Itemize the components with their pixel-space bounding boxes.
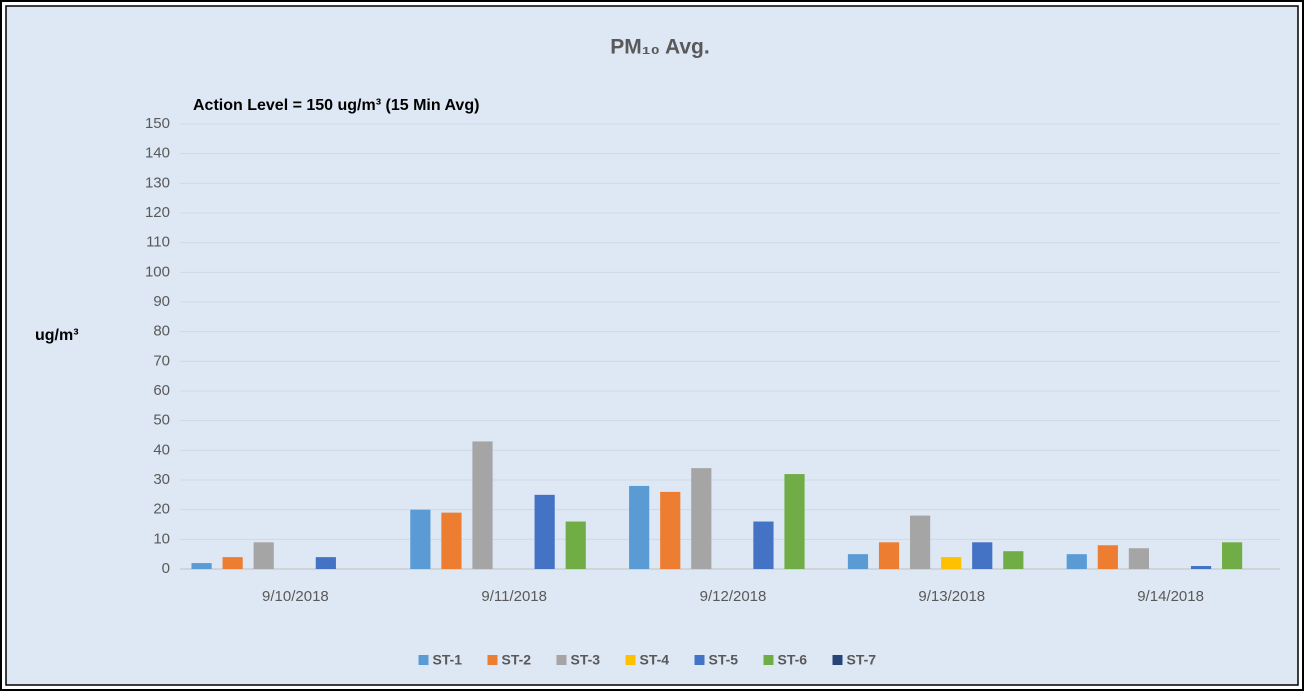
bar xyxy=(1097,545,1118,569)
bar xyxy=(910,515,931,569)
y-tick-label: 70 xyxy=(153,352,170,369)
y-tick-label: 110 xyxy=(146,234,170,251)
y-tick-label: 130 xyxy=(145,174,170,191)
y-tick-label: 40 xyxy=(153,441,170,458)
bar xyxy=(410,509,431,569)
y-tick-label: 0 xyxy=(162,560,170,577)
bar xyxy=(660,491,681,569)
y-tick-label: 140 xyxy=(145,145,170,162)
y-tick-label: 30 xyxy=(153,471,170,488)
bar xyxy=(972,542,993,569)
legend-label: ST-2 xyxy=(502,652,532,668)
x-tick-label: 9/12/2018 xyxy=(700,588,767,605)
y-tick-label: 60 xyxy=(153,382,170,399)
y-tick-label: 90 xyxy=(153,293,170,310)
legend-label: ST-6 xyxy=(778,652,808,668)
bar xyxy=(1222,542,1243,569)
y-tick-label: 120 xyxy=(145,204,170,221)
bar xyxy=(253,542,274,569)
bar xyxy=(315,557,336,569)
bar xyxy=(534,494,555,569)
x-tick-label: 9/10/2018 xyxy=(262,588,329,605)
legend-label: ST-1 xyxy=(433,652,463,668)
legend-label: ST-3 xyxy=(571,652,601,668)
x-tick-label: 9/13/2018 xyxy=(918,588,985,605)
bar xyxy=(878,542,900,569)
bar xyxy=(441,512,462,569)
chart-area xyxy=(5,5,1299,686)
y-tick-label: 80 xyxy=(153,323,170,340)
bar xyxy=(222,557,243,569)
legend-swatch xyxy=(763,655,774,665)
legend-swatch xyxy=(487,655,498,665)
legend-swatch xyxy=(694,655,705,665)
legend-label: ST-7 xyxy=(847,652,877,668)
y-axis-label: ug/m³ xyxy=(35,327,79,344)
y-tick-label: 100 xyxy=(145,263,170,280)
y-tick-label: 20 xyxy=(153,501,170,518)
x-tick-label: 9/11/2018 xyxy=(481,588,547,605)
bar xyxy=(629,485,650,569)
bar xyxy=(691,468,712,569)
bar xyxy=(472,441,493,569)
bar xyxy=(565,521,586,569)
y-tick-label: 150 xyxy=(145,115,170,132)
y-tick-label: 10 xyxy=(153,530,170,547)
bar xyxy=(847,554,869,569)
legend-swatch xyxy=(832,655,843,665)
legend-swatch xyxy=(625,655,636,665)
bar xyxy=(941,557,962,569)
legend-label: ST-4 xyxy=(640,652,670,668)
y-tick-label: 50 xyxy=(153,412,170,429)
bar xyxy=(191,563,212,569)
bar xyxy=(1003,551,1024,569)
legend-label: ST-5 xyxy=(709,652,739,668)
bar xyxy=(784,474,805,569)
annotation: Action Level = 150 ug/m³ (15 Min Avg) xyxy=(193,97,479,114)
x-tick-label: 9/14/2018 xyxy=(1137,588,1204,605)
bar xyxy=(1066,554,1087,569)
bar xyxy=(1128,548,1150,569)
legend-swatch xyxy=(418,655,429,665)
bar xyxy=(753,521,774,569)
legend-swatch xyxy=(556,655,567,665)
chart-title: PM₁₀ Avg. xyxy=(610,36,709,59)
bar xyxy=(1190,566,1212,569)
